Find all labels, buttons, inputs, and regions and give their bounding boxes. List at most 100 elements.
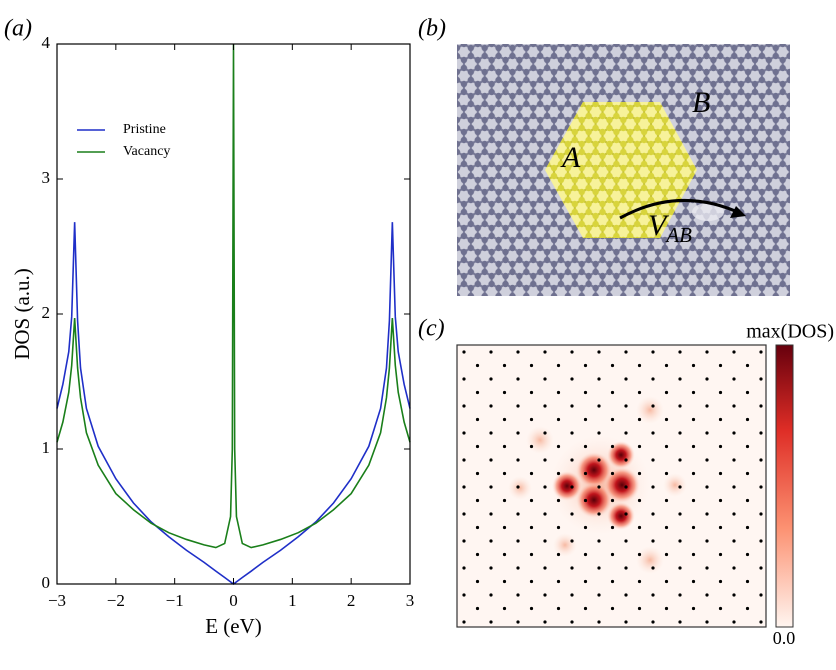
atom-dot xyxy=(570,377,574,381)
atom-dot xyxy=(475,417,480,422)
atom-dot xyxy=(732,350,736,354)
atom-dot xyxy=(556,390,561,395)
atom-dot xyxy=(516,512,520,516)
atom-dot xyxy=(570,593,574,597)
atom-dot xyxy=(745,525,750,530)
atom-dot xyxy=(732,620,736,624)
atom-dot xyxy=(718,552,723,557)
atom-dot xyxy=(637,417,642,422)
atom-dot xyxy=(678,350,682,354)
atom-dot xyxy=(583,552,588,557)
atom-dot xyxy=(583,390,588,395)
vacancy xyxy=(692,203,724,221)
atom-dot xyxy=(543,620,547,624)
atom-dot xyxy=(556,444,561,449)
atom-dot xyxy=(664,579,669,584)
atom-dot xyxy=(502,525,507,530)
atom-dot xyxy=(664,552,669,557)
atom-dot xyxy=(705,350,709,354)
atom-dot xyxy=(759,593,763,597)
atom-dot xyxy=(489,566,493,570)
y-tick-label: 4 xyxy=(42,33,51,52)
atom-dot xyxy=(637,471,642,476)
atom-dot xyxy=(664,417,669,422)
atom-dot xyxy=(651,458,655,462)
atom-dot xyxy=(556,498,561,503)
legend-label: Vacancy xyxy=(123,144,170,159)
atom-dot xyxy=(745,606,750,611)
atom-dot xyxy=(718,390,723,395)
atom-dot xyxy=(651,377,655,381)
atom-dot xyxy=(745,363,750,368)
atom-dot xyxy=(759,377,763,381)
atom-dot xyxy=(705,620,709,624)
colorbar-min: 0.0 xyxy=(773,628,796,648)
atom-dot xyxy=(745,417,750,422)
atom-dot xyxy=(489,512,493,516)
atom-dot xyxy=(529,363,534,368)
atom-dot xyxy=(489,458,493,462)
atom-dot xyxy=(678,458,682,462)
atom-dot xyxy=(691,363,696,368)
atom-dot xyxy=(718,417,723,422)
atom-dot xyxy=(529,471,534,476)
x-tick-label: −2 xyxy=(107,591,125,610)
atom-dot xyxy=(718,444,723,449)
atom-dot xyxy=(651,404,655,408)
atom-dot xyxy=(583,498,588,503)
atom-dot xyxy=(637,606,642,611)
atom-dot xyxy=(637,525,642,530)
atom-dot xyxy=(664,606,669,611)
atom-dot xyxy=(691,471,696,476)
atom-dot xyxy=(759,566,763,570)
atom-dot xyxy=(462,485,466,489)
atom-dot xyxy=(678,404,682,408)
dos-plot: −3 −2 −1 0 1 2 3 0 1 2 3 4 E (eV) DOS (a.u.) Pristine V… xyxy=(10,33,414,638)
atom-dot xyxy=(556,417,561,422)
atom-dot xyxy=(475,579,480,584)
atom-dot xyxy=(583,444,588,449)
atom-dot xyxy=(502,417,507,422)
atom-dot xyxy=(678,485,682,489)
x-tick-label: 0 xyxy=(229,591,238,610)
atom-dot xyxy=(637,363,642,368)
atom-dot xyxy=(624,404,628,408)
atom-dot xyxy=(705,404,709,408)
atom-dot xyxy=(543,350,547,354)
atom-dot xyxy=(570,350,574,354)
x-tick-label: 1 xyxy=(288,591,297,610)
atom-dot xyxy=(651,593,655,597)
atom-dot xyxy=(489,431,493,435)
atom-dot xyxy=(718,498,723,503)
atom-dot xyxy=(651,539,655,543)
x-axis-label: E (eV) xyxy=(205,614,262,638)
atom-dot xyxy=(624,539,628,543)
atom-dot xyxy=(610,417,615,422)
atom-dot xyxy=(624,458,628,462)
atom-dot xyxy=(502,444,507,449)
atom-dot xyxy=(516,377,520,381)
atom-dot xyxy=(516,404,520,408)
atom-dot xyxy=(502,390,507,395)
atom-dot xyxy=(556,525,561,530)
atom-dot xyxy=(732,404,736,408)
atom-dot xyxy=(610,444,615,449)
atom-dot xyxy=(624,620,628,624)
atom-dot xyxy=(462,431,466,435)
atom-dot xyxy=(516,593,520,597)
atom-dot xyxy=(718,525,723,530)
atom-dot xyxy=(529,525,534,530)
atom-dot xyxy=(570,566,574,570)
atom-dot xyxy=(759,539,763,543)
atom-dot xyxy=(529,417,534,422)
atom-dot xyxy=(597,566,601,570)
atom-dot xyxy=(745,390,750,395)
atom-dot xyxy=(475,525,480,530)
atom-dot xyxy=(502,498,507,503)
atom-dot xyxy=(529,606,534,611)
atom-dot xyxy=(475,363,480,368)
map-frame xyxy=(456,344,767,628)
atom-dot xyxy=(543,458,547,462)
series-line xyxy=(56,43,411,549)
atom-dot xyxy=(691,390,696,395)
